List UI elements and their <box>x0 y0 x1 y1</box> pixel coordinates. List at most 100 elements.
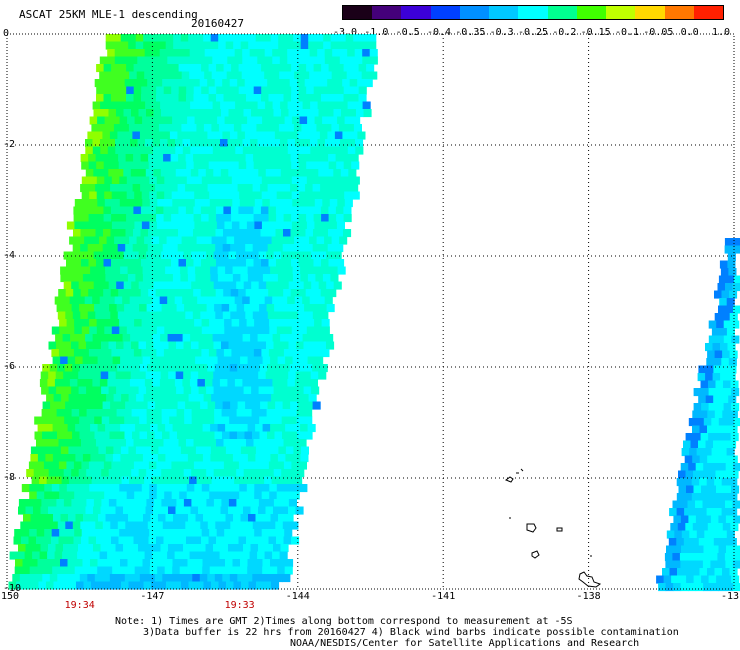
swath-cell <box>339 49 348 58</box>
swath-cell <box>78 499 87 508</box>
swath-cell <box>82 566 91 575</box>
swath-cell <box>296 341 305 350</box>
swath-cell <box>160 371 169 380</box>
swath-cell <box>262 274 271 283</box>
swath-cell <box>244 364 253 373</box>
swath-cell <box>729 493 738 502</box>
swath-cell <box>206 409 215 418</box>
swath-cell <box>119 319 128 328</box>
swath-cell <box>167 101 176 110</box>
swath-cell <box>125 206 134 215</box>
swath-cell <box>720 440 729 449</box>
swath-cell <box>111 259 120 268</box>
swath-cell <box>39 551 48 560</box>
swath-cell <box>314 199 323 208</box>
swath-cell <box>93 109 102 118</box>
swath-cell <box>66 461 75 470</box>
swath-cell <box>165 266 174 275</box>
swath-cell <box>309 379 318 388</box>
swath-cell <box>144 236 153 245</box>
swath-cell <box>224 326 233 335</box>
swath-cell <box>186 491 195 500</box>
swath-cell <box>150 356 159 365</box>
note-line-3: NOAA/NESDIS/Center for Satellite Applica… <box>290 638 640 649</box>
swath-cell <box>153 371 162 380</box>
swath-cell <box>116 469 125 478</box>
swath-cell <box>152 139 161 148</box>
swath-cell <box>270 454 279 463</box>
swath-cell <box>216 176 225 185</box>
swath-cell <box>147 364 156 373</box>
swath-cell <box>153 251 162 260</box>
swath-cell <box>208 161 217 170</box>
swath-cell <box>268 461 277 470</box>
swath-cell <box>332 146 341 155</box>
swath-cell <box>253 154 262 163</box>
swath-cell <box>48 469 57 478</box>
swath-cell <box>266 499 275 508</box>
swath-cell <box>273 251 282 260</box>
swath-cell <box>90 559 99 568</box>
swath-cell <box>714 410 723 419</box>
swath-cell <box>336 94 345 103</box>
swath-cell <box>326 109 335 118</box>
swath-cell <box>332 139 341 148</box>
swath-cell <box>51 484 60 493</box>
swath-cell <box>122 56 131 65</box>
swath-cell <box>25 544 34 553</box>
swath-cell <box>189 56 198 65</box>
swath-cell <box>194 191 203 200</box>
swath-cell <box>186 191 195 200</box>
swath-cell <box>283 94 292 103</box>
swath-cell <box>220 169 229 178</box>
swath-cell <box>708 380 717 389</box>
swath-cell <box>206 386 215 395</box>
swath-cell <box>67 566 76 575</box>
swath-cell <box>730 380 739 389</box>
swath-cell <box>175 334 184 343</box>
swath-cell <box>52 559 61 568</box>
swath-cell <box>242 139 251 148</box>
swath-cell <box>85 334 94 343</box>
swath-cell <box>223 206 232 215</box>
swath-cell <box>255 356 264 365</box>
swath-cell <box>170 401 179 410</box>
swath-cell <box>240 266 249 275</box>
swath-cell <box>265 334 274 343</box>
swath-cell <box>219 379 228 388</box>
swath-cell <box>345 41 354 50</box>
swath-cell <box>224 191 233 200</box>
swath-cell <box>152 49 161 58</box>
swath-cell <box>45 514 54 523</box>
swath-cell <box>721 290 730 299</box>
swath-cell <box>29 491 38 500</box>
swath-cell <box>329 221 338 230</box>
swath-cell <box>212 146 221 155</box>
colorbar-swatch <box>459 6 490 19</box>
swath-cell <box>317 146 326 155</box>
swath-cell <box>691 508 700 517</box>
swath-cell <box>215 184 224 193</box>
swath-cell <box>351 191 360 200</box>
swath-cell <box>288 469 297 478</box>
swath-cell <box>190 544 199 553</box>
swath-cell <box>181 581 190 590</box>
swath-cell <box>228 469 237 478</box>
swath-cell <box>215 206 224 215</box>
swath-cell <box>60 559 69 568</box>
swath-cell <box>134 221 143 230</box>
swath-cell <box>247 116 256 125</box>
swath-cell <box>97 266 106 275</box>
swath-cell <box>121 581 130 590</box>
swath-cell <box>164 484 173 493</box>
swath-cell <box>161 499 170 508</box>
swath-cell <box>39 379 48 388</box>
swath-cell <box>96 529 105 538</box>
swath-cell <box>314 326 323 335</box>
swath-cell <box>315 41 324 50</box>
swath-cell <box>64 364 73 373</box>
swath-cell <box>182 296 191 305</box>
swath-cell <box>40 371 49 380</box>
swath-cell <box>283 161 292 170</box>
swath-cell <box>103 461 112 470</box>
